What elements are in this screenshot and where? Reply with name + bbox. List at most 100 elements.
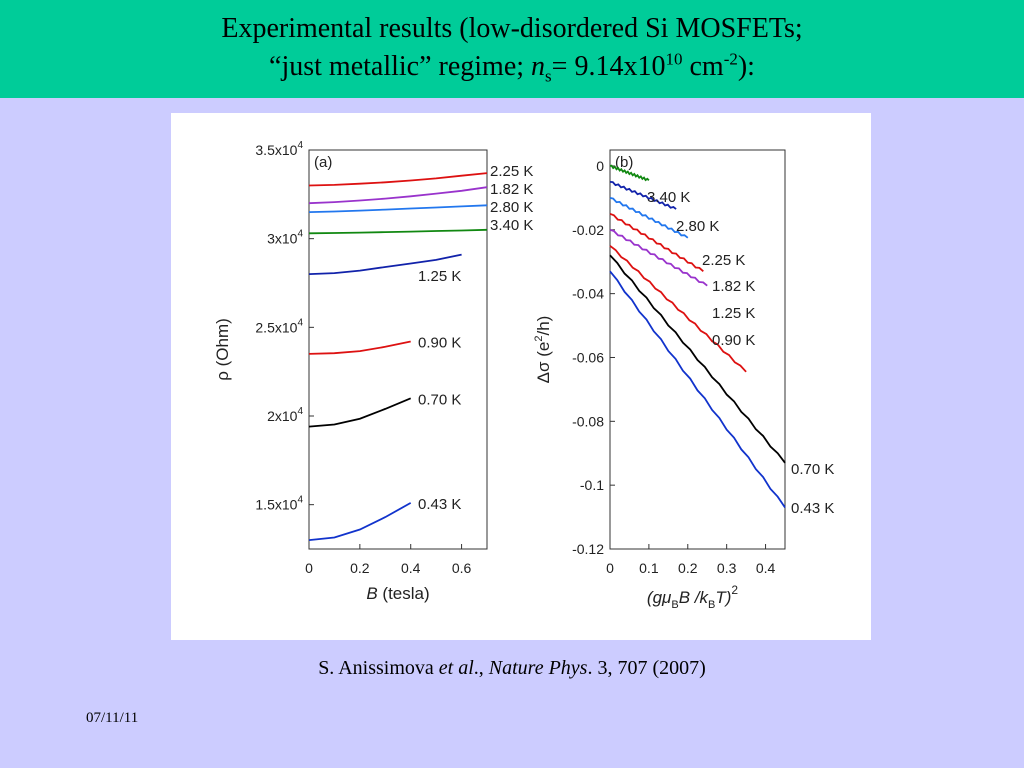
- panel-b-ylabel: Δσ (e2/h): [533, 316, 553, 384]
- title-text-a: “just metallic” regime;: [269, 51, 532, 82]
- figure-panel: (a) 3.5x104 3x104 2.5x104 2x104 1.5x104 0 0.2 0.…: [171, 113, 871, 640]
- panel-a-ytick-mantissa: 2.5x10: [255, 319, 297, 335]
- title-text-b: = 9.14x10: [551, 51, 666, 82]
- panel-a-label-0-70-k: 0.70 K: [418, 391, 461, 408]
- panel-b-label-3-40-k: 3.40 K: [647, 189, 690, 206]
- panel-b-frame: [609, 149, 786, 550]
- panel-b-xtick-label: 0: [606, 560, 614, 576]
- panel-a-ylabel: ρ (Ohm): [213, 318, 232, 381]
- panel-b-xtick-label: 0.2: [678, 560, 698, 576]
- panel-a-ytick-label: 3.5x104: [255, 140, 303, 158]
- slide-title-line-1: Experimental results (low-disordered Si …: [221, 13, 803, 44]
- panel-b-ylabel-exp: 2: [533, 336, 545, 342]
- panel-b-ytick-label: -0.12: [572, 541, 604, 557]
- panel-b-ytick-label: -0.06: [572, 349, 604, 365]
- panel-b-ytick-label: -0.1: [580, 477, 604, 493]
- panel-a-label-2-80-k: 2.80 K: [490, 199, 533, 216]
- panel-b-series-0-90-k: [609, 245, 747, 373]
- panel-a-ytick-exp: 4: [297, 406, 303, 417]
- citation-volume: . 3, 707 (2007): [587, 657, 706, 679]
- panel-b-series-1-25-k: [609, 228, 708, 287]
- panel-a-xtick-label: 0.6: [452, 560, 472, 576]
- panel-b-xlabel-exp: 2: [731, 583, 738, 597]
- title-exp-1: 10: [665, 49, 683, 69]
- panel-a-label: (a): [314, 154, 332, 171]
- citation-sep: .,: [473, 657, 489, 679]
- panel-a-label-0-43-k: 0.43 K: [418, 496, 461, 513]
- panel-a-series-0-70-k: [308, 397, 412, 428]
- panel-a-xtick-label: 0.2: [350, 560, 370, 576]
- panel-b-series-0-43-k: [609, 270, 786, 509]
- panel-b-xlabel-e: T): [715, 588, 731, 607]
- panel-b-xlabel-c: B /k: [679, 588, 710, 607]
- panel-a-ytick-label: 3x104: [267, 229, 303, 247]
- title-n-subscript: s: [545, 66, 552, 86]
- panel-a-ytick-exp: 4: [297, 140, 303, 151]
- panel-b-label-0-70-k: 0.70 K: [791, 461, 834, 478]
- panel-b-ylabel-a: Δσ (e: [534, 342, 553, 384]
- citation: S. Anissimova et al., Nature Phys. 3, 70…: [0, 657, 1024, 680]
- panel-a-frame: [308, 149, 488, 550]
- panel-a-xlabel: B (tesla): [366, 584, 429, 603]
- citation-journal: Nature Phys: [488, 657, 588, 679]
- panel-b-series-1-82-k: [609, 212, 704, 272]
- panel-b-ylabel-c: /h): [534, 316, 553, 336]
- panel-a-label-2-25-k: 2.25 K: [490, 163, 533, 180]
- slide-title-line-2: “just metallic” regime; ns= 9.14x1010 cm…: [0, 49, 1024, 86]
- panel-b-xlabel-a: (gμ: [647, 588, 672, 607]
- panel-a-ytick-label: 2.5x104: [255, 317, 303, 335]
- panel-a-label-3-40-k: 3.40 K: [490, 217, 533, 234]
- citation-authors: S. Anissimova: [318, 657, 439, 679]
- panel-a-series-2-25-k: [308, 172, 488, 187]
- title-text-d: ):: [737, 51, 755, 82]
- panel-a-ytick-exp: 4: [297, 229, 303, 240]
- panel-b-series-2-25-k: [609, 197, 689, 239]
- panel-a-xtick-label: 0.4: [401, 560, 421, 576]
- panel-a-label-0-90-k: 0.90 K: [418, 335, 461, 352]
- slide-date: 07/11/11: [86, 710, 139, 726]
- panel-b-xlabel-sub2: B: [708, 599, 715, 611]
- panel-a-ytick-mantissa: 3x10: [267, 231, 298, 247]
- panel-a-series-3-40-k: [308, 228, 488, 235]
- panel-a-ytick-label: 2x104: [267, 406, 303, 424]
- panel-a-ytick-mantissa: 1.5x10: [255, 497, 297, 513]
- panel-b-xlabel: (gμBB /kBT)2: [647, 583, 738, 611]
- panel-a-series-2-80-k: [308, 204, 488, 213]
- panel-a-ytick-label: 1.5x104: [255, 495, 303, 513]
- panel-b-xtick-label: 0.3: [717, 560, 737, 576]
- panel-a-xlabel-unit: (tesla): [378, 584, 430, 603]
- panel-a-ytick-mantissa: 3.5x10: [255, 142, 297, 158]
- panel-b-label-0-43-k: 0.43 K: [791, 500, 834, 517]
- panel-a-series-1-82-k: [308, 186, 488, 205]
- panel-b-ytick-label: -0.08: [572, 413, 604, 429]
- panel-b-ytick-label: -0.04: [572, 286, 604, 302]
- panel-a-ytick-exp: 4: [297, 317, 303, 328]
- panel-b-series-3-40-k: [609, 164, 650, 182]
- panel-a-series-0-90-k: [308, 340, 411, 355]
- panel-b-series-2-80-k: [609, 181, 677, 210]
- title-band: [0, 0, 1024, 98]
- panel-b-ytick-label: -0.02: [572, 222, 604, 238]
- panel-b-ytick-label: 0: [596, 158, 604, 174]
- panel-a-series-0-43-k: [308, 502, 412, 541]
- panel-a-series-1-25-k: [308, 253, 462, 275]
- panel-b-label-2-25-k: 2.25 K: [702, 252, 745, 269]
- panel-b-label-0-90-k: 0.90 K: [712, 332, 755, 349]
- panel-b-xlabel-sub1: B: [671, 599, 678, 611]
- panel-b-label-1-82-k: 1.82 K: [712, 278, 755, 295]
- panel-a-ytick-mantissa: 2x10: [267, 408, 298, 424]
- panel-a-xtick-label: 0: [305, 560, 313, 576]
- panel-b-label-2-80-k: 2.80 K: [676, 218, 719, 235]
- panel-b-series-0-70-k: [609, 254, 786, 464]
- title-text-c: cm: [682, 51, 724, 82]
- panel-b-label-1-25-k: 1.25 K: [712, 305, 755, 322]
- panel-b-xtick-label: 0.1: [639, 560, 659, 576]
- panel-b-label: (b): [615, 154, 633, 171]
- title-n-symbol: n: [531, 51, 546, 82]
- citation-etal: et al: [438, 657, 474, 679]
- panel-a-xlabel-symbol: B: [366, 584, 377, 603]
- panel-b-xtick-label: 0.4: [756, 560, 776, 576]
- panel-a-label-1-82-k: 1.82 K: [490, 181, 533, 198]
- panel-a-label-1-25-k: 1.25 K: [418, 268, 461, 285]
